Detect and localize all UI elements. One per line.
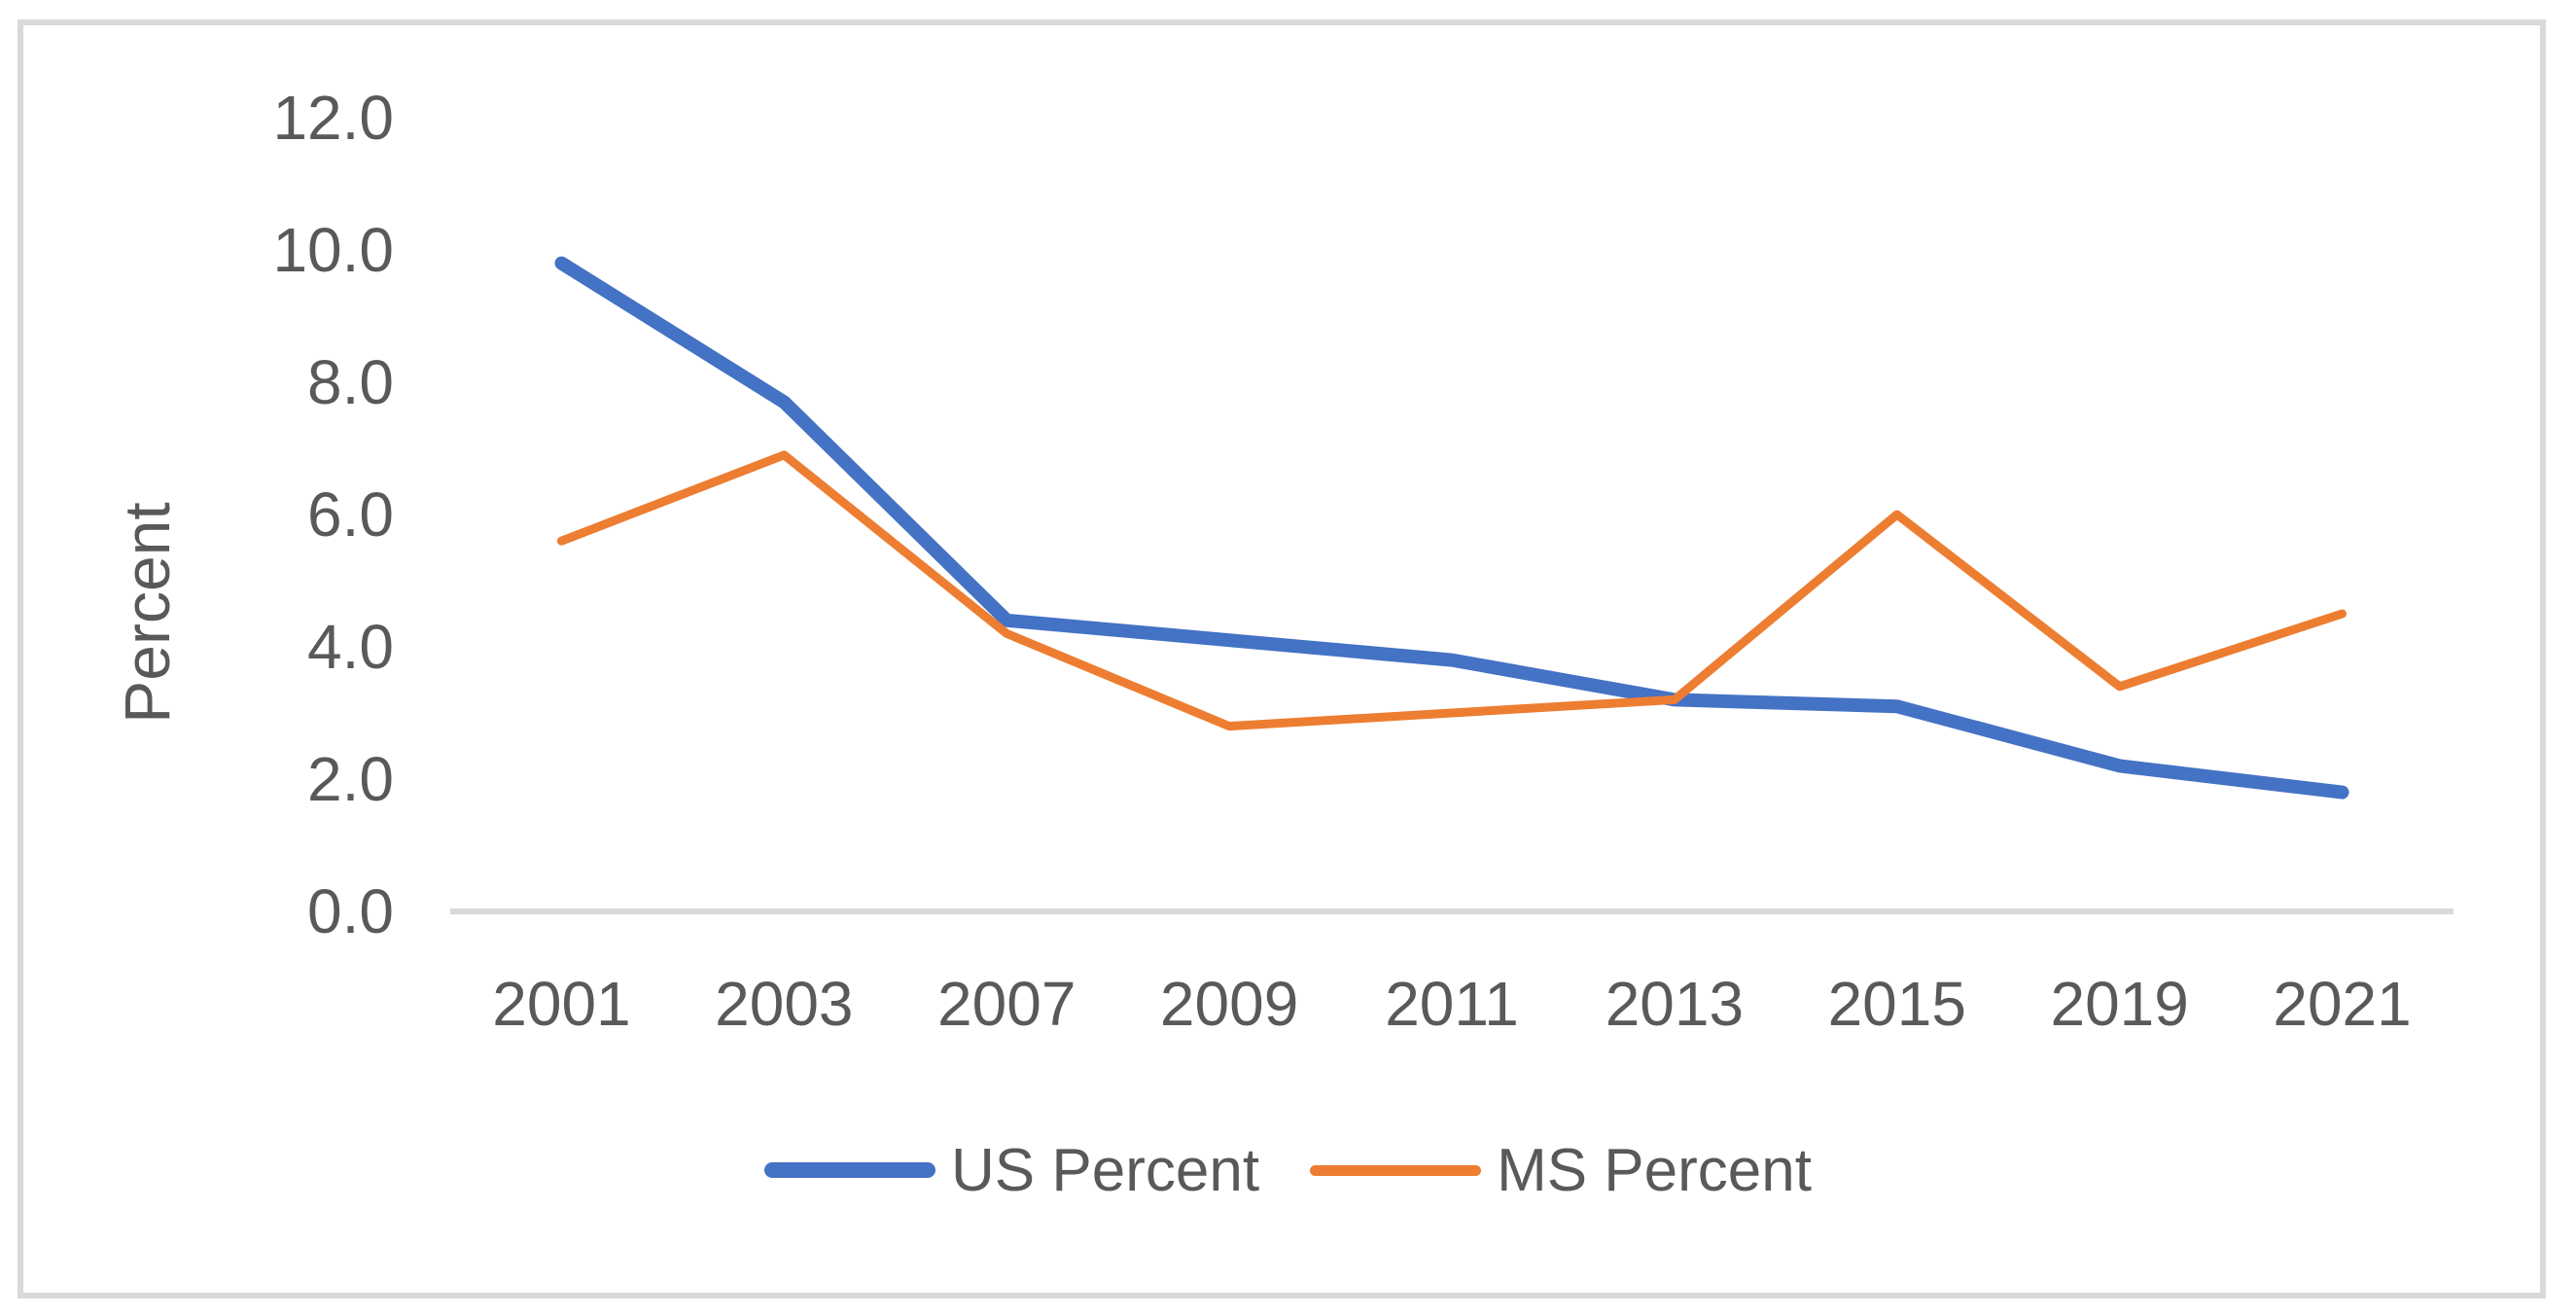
x-axis-label: 2011	[1385, 969, 1519, 1039]
x-axis-label: 2001	[492, 969, 630, 1039]
series-line-ms-percent	[556, 450, 2347, 731]
y-axis-title: Percent	[111, 502, 183, 723]
y-axis-tick-label: 6.0	[307, 480, 394, 550]
legend-swatch-us-percent	[764, 1162, 936, 1178]
x-axis-label: 2013	[1606, 969, 1744, 1039]
series-lines	[554, 256, 2349, 800]
x-axis-label: 2009	[1160, 969, 1298, 1039]
x-axis-label: 2015	[1828, 969, 1966, 1039]
y-axis-tick-label: 8.0	[307, 347, 394, 417]
series-line-us-percent	[554, 256, 2349, 800]
legend-swatch-ms-percent	[1310, 1164, 1482, 1176]
y-axis-tick-label: 2.0	[307, 744, 394, 814]
chart-legend: US Percent MS Percent	[0, 1128, 2576, 1212]
x-axis-label: 2003	[715, 969, 853, 1039]
y-axis-tick-label: 0.0	[307, 876, 394, 946]
legend-item-ms-percent: MS Percent	[1310, 1136, 1812, 1205]
legend-item-us-percent: US Percent	[764, 1136, 1259, 1205]
x-axis-label: 2007	[937, 969, 1076, 1039]
x-axis-labels: 2001 2003 2007 2009 2011 2013 2015 2019 2021	[492, 969, 2411, 1039]
y-axis-tick-label: 4.0	[307, 612, 394, 682]
chart-border	[18, 19, 2546, 1298]
x-axis-label: 2021	[2273, 969, 2411, 1039]
y-axis-tick-label: 12.0	[272, 83, 394, 153]
y-axis-tick-label: 10.0	[272, 215, 394, 285]
legend-label: MS Percent	[1497, 1136, 1812, 1204]
y-axis-tick-labels: 0.0 2.0 4.0 6.0 8.0 10.0 12.0	[272, 83, 394, 946]
x-axis-label: 2019	[2050, 969, 2188, 1039]
legend-label: US Percent	[951, 1136, 1260, 1204]
